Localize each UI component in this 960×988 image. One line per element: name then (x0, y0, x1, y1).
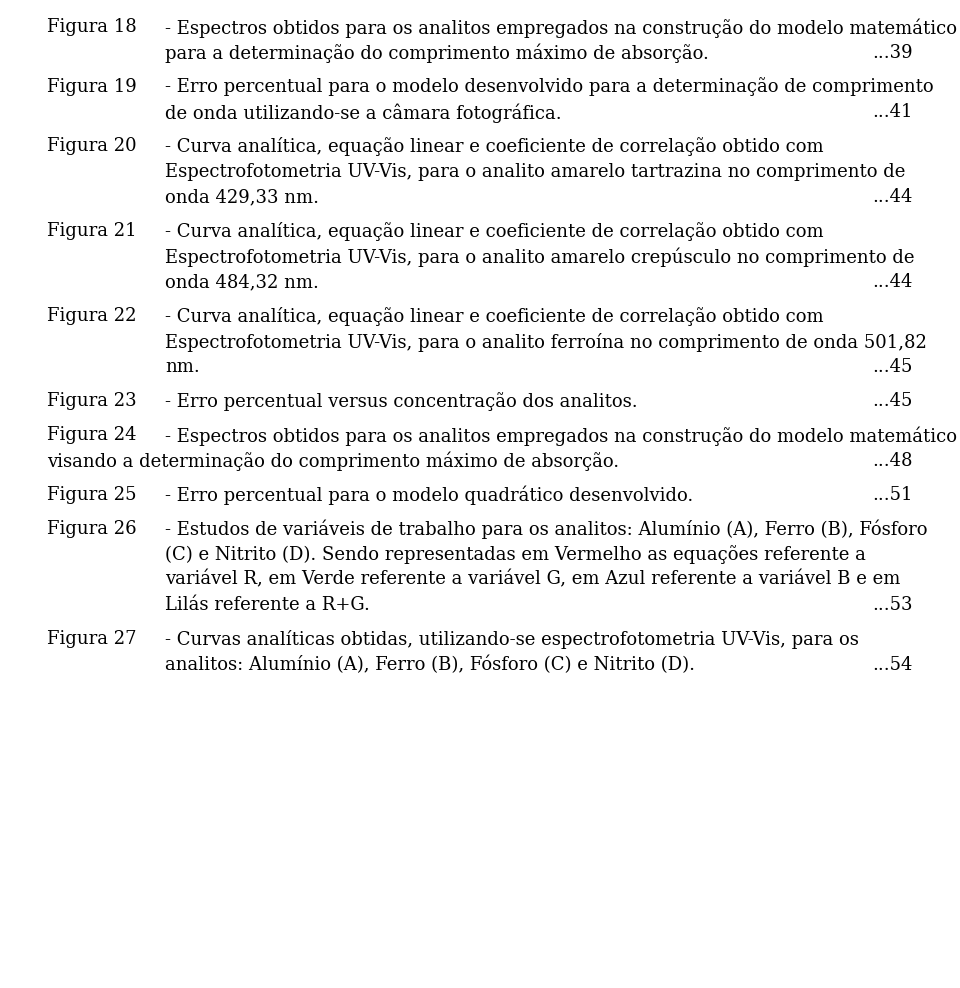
Text: Lilás referente a R+G.: Lilás referente a R+G. (165, 596, 370, 614)
Text: - Estudos de variáveis de trabalho para os analitos: Alumínio (A), Ferro (B), Fó: - Estudos de variáveis de trabalho para … (165, 520, 927, 539)
Text: ...53: ...53 (873, 596, 913, 614)
Text: onda 429,33 nm.: onda 429,33 nm. (165, 188, 319, 206)
Text: ...45: ...45 (873, 358, 913, 376)
Text: - Erro percentual versus concentração dos analitos.: - Erro percentual versus concentração do… (165, 392, 637, 411)
Text: Figura 20: Figura 20 (47, 137, 136, 155)
Text: - Erro percentual para o modelo desenvolvido para a determinação de comprimento: - Erro percentual para o modelo desenvol… (165, 77, 934, 97)
Text: Figura 19: Figura 19 (47, 77, 136, 96)
Text: onda 484,32 nm.: onda 484,32 nm. (165, 273, 319, 291)
Text: - Espectros obtidos para os analitos empregados na construção do modelo matemáti: - Espectros obtidos para os analitos emp… (165, 426, 957, 446)
Text: - Erro percentual para o modelo quadrático desenvolvido.: - Erro percentual para o modelo quadráti… (165, 485, 693, 505)
Text: nm.: nm. (165, 358, 200, 376)
Text: Espectrofotometria UV-Vis, para o analito ferroína no comprimento de onda 501,82: Espectrofotometria UV-Vis, para o analit… (165, 333, 926, 352)
Text: ...51: ...51 (873, 485, 913, 504)
Text: Figura 22: Figura 22 (47, 307, 136, 325)
Text: visando a determinação do comprimento máximo de absorção.: visando a determinação do comprimento má… (47, 452, 619, 471)
Text: - Espectros obtidos para os analitos empregados na construção do modelo matemáti: - Espectros obtidos para os analitos emp… (165, 18, 957, 38)
Text: ...39: ...39 (873, 43, 913, 61)
Text: Figura 26: Figura 26 (47, 520, 136, 537)
Text: ...41: ...41 (873, 103, 913, 121)
Text: variável R, em Verde referente a variável G, em Azul referente a variável B e em: variável R, em Verde referente a variáve… (165, 570, 900, 589)
Text: - Curva analítica, equação linear e coeficiente de correlação obtido com: - Curva analítica, equação linear e coef… (165, 222, 824, 241)
Text: ...44: ...44 (873, 188, 913, 206)
Text: Espectrofotometria UV-Vis, para o analito amarelo crepúsculo no comprimento de: Espectrofotometria UV-Vis, para o analit… (165, 248, 915, 267)
Text: Espectrofotometria UV-Vis, para o analito amarelo tartrazina no comprimento de: Espectrofotometria UV-Vis, para o analit… (165, 162, 905, 181)
Text: ...54: ...54 (873, 655, 913, 674)
Text: Figura 24: Figura 24 (47, 426, 136, 444)
Text: - Curva analítica, equação linear e coeficiente de correlação obtido com: - Curva analítica, equação linear e coef… (165, 137, 824, 156)
Text: Figura 25: Figura 25 (47, 485, 136, 504)
Text: Figura 18: Figura 18 (47, 18, 136, 36)
Text: analitos: Alumínio (A), Ferro (B), Fósforo (C) e Nitrito (D).: analitos: Alumínio (A), Ferro (B), Fósfo… (165, 655, 695, 674)
Text: Figura 21: Figura 21 (47, 222, 136, 240)
Text: Figura 27: Figura 27 (47, 630, 136, 648)
Text: de onda utilizando-se a câmara fotográfica.: de onda utilizando-se a câmara fotográfi… (165, 103, 562, 123)
Text: - Curvas analíticas obtidas, utilizando-se espectrofotometria UV-Vis, para os: - Curvas analíticas obtidas, utilizando-… (165, 630, 859, 649)
Text: para a determinação do comprimento máximo de absorção.: para a determinação do comprimento máxim… (165, 43, 708, 63)
Text: Figura 23: Figura 23 (47, 392, 136, 410)
Text: - Curva analítica, equação linear e coeficiente de correlação obtido com: - Curva analítica, equação linear e coef… (165, 307, 824, 326)
Text: ...45: ...45 (873, 392, 913, 410)
Text: ...48: ...48 (873, 452, 913, 469)
Text: ...44: ...44 (873, 273, 913, 291)
Text: (C) e Nitrito (D). Sendo representadas em Vermelho as equações referente a: (C) e Nitrito (D). Sendo representadas e… (165, 545, 866, 564)
